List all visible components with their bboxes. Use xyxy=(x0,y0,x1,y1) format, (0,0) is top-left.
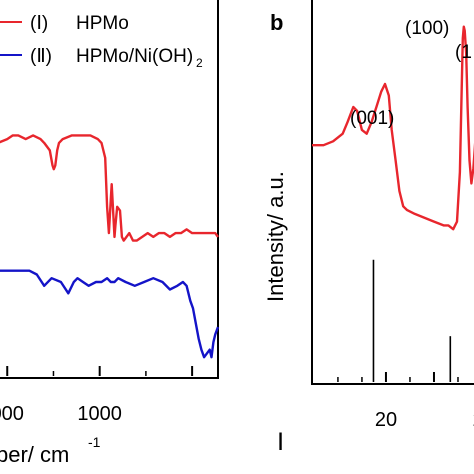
panel-a-xtick-label-1: 1000 xyxy=(77,403,122,425)
panel-b-frame xyxy=(311,0,474,385)
panel-a-series-group xyxy=(0,134,220,359)
legend-marker-hpmo-nioh2: (Ⅱ) xyxy=(30,46,52,67)
panel-b-xtick-label-0: 20 xyxy=(375,409,397,431)
panel-b: 20 2 b Intensity/ a.u. (001) (100) (1 Ⅰ xyxy=(263,0,474,456)
legend-marker-hpmo: (Ⅰ) xyxy=(30,13,48,34)
panel-a-series-line-1 xyxy=(0,134,219,242)
panel-b-xtick-label-1: 2 xyxy=(473,409,474,431)
panel-a-frame xyxy=(0,0,219,379)
legend-label-hpmo-nioh2: HPMo/Ni(OH) xyxy=(76,46,193,67)
panel-a-xlabel-superscript: -1 xyxy=(88,434,101,450)
annotation-001: (001) xyxy=(350,108,394,129)
panel-b-sticks-group xyxy=(372,259,452,382)
panel-b-extra-label: Ⅰ xyxy=(277,429,284,456)
panel-b-series-group xyxy=(312,25,474,231)
panel-b-ylabel: Intensity/ a.u. xyxy=(263,171,288,302)
panel-b-series-line-1 xyxy=(312,25,474,231)
legend-label-hpmo-nioh2-subscript: 2 xyxy=(196,56,203,70)
panel-a-xtick-label-0: 000 xyxy=(0,403,24,425)
panel-a-ticks-group: 000 1000 xyxy=(0,366,194,425)
legend-label-hpmo: HPMo xyxy=(76,13,129,34)
annotation-100: (100) xyxy=(405,18,449,39)
panel-a-series-line-2 xyxy=(0,269,220,359)
annotation-1-partial: (1 xyxy=(455,42,472,63)
panel-a: 000 1000 (Ⅰ) HPMo (Ⅱ) HPMo/Ni(OH) 2 ber/ … xyxy=(0,0,220,467)
panel-b-ticks-group: 20 2 xyxy=(337,372,474,431)
panel-a-xlabel: ber/ cm xyxy=(0,442,69,467)
panel-b-label: b xyxy=(270,10,283,35)
